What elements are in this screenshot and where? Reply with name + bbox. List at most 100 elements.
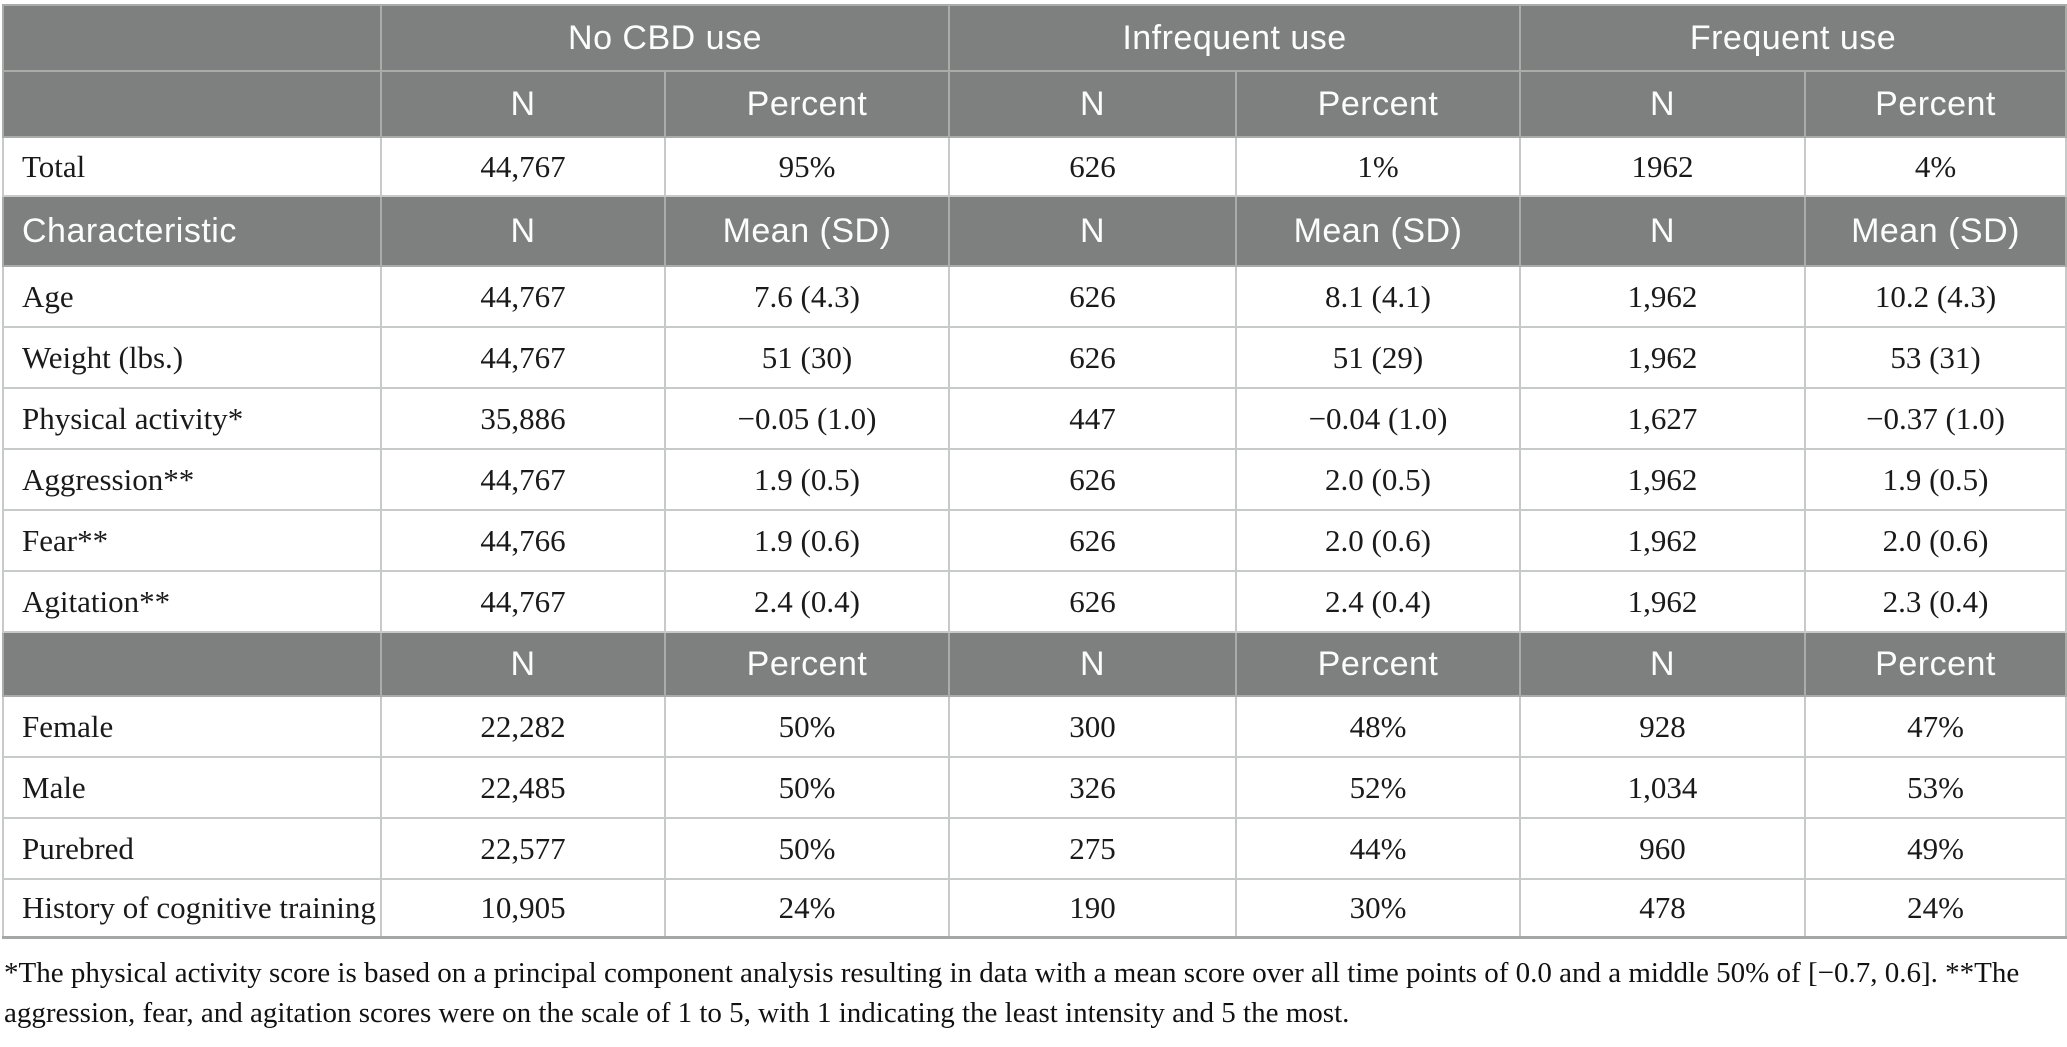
data-cell: 44,767 (380, 570, 666, 633)
data-cell: 960 (1519, 817, 1807, 880)
column-header-n: N (1519, 195, 1807, 267)
data-cell: 478 (1519, 878, 1807, 939)
row-label: Female (2, 695, 382, 758)
demographic-row-purebred: Purebred 22,577 50% 275 44% 960 49% (2, 817, 2067, 880)
column-header-percent: Percent (664, 631, 950, 697)
column-header-n: N (380, 70, 666, 138)
data-cell: 2.0 (0.6) (1234, 509, 1522, 572)
data-cell: 2.0 (0.5) (1234, 448, 1522, 511)
data-cell: 10,905 (380, 878, 666, 939)
data-cell: 44,767 (380, 448, 666, 511)
data-cell: 1,034 (1519, 756, 1807, 819)
data-cell: 22,282 (380, 695, 666, 758)
data-cell: 626 (948, 509, 1237, 572)
characteristic-header-row: Characteristic N Mean (SD) N Mean (SD) N… (2, 195, 2067, 267)
data-cell: 24% (1804, 878, 2067, 939)
data-cell: 928 (1519, 695, 1807, 758)
data-cell: 44% (1234, 817, 1522, 880)
data-cell: 50% (664, 695, 950, 758)
data-cell: 48% (1234, 695, 1522, 758)
row-label: Fear** (2, 509, 382, 572)
data-cell: 626 (948, 136, 1237, 197)
data-cell: 4% (1804, 136, 2067, 197)
blank-header-cell (2, 4, 382, 72)
data-cell: 2.3 (0.4) (1804, 570, 2067, 633)
column-header-percent: Percent (1804, 70, 2067, 138)
data-cell: 2.0 (0.6) (1804, 509, 2067, 572)
data-cell: 51 (30) (664, 326, 950, 389)
data-cell: −0.05 (1.0) (664, 387, 950, 450)
data-cell: 626 (948, 448, 1237, 511)
column-header-percent: Percent (1234, 70, 1522, 138)
data-cell: 50% (664, 756, 950, 819)
data-cell: 1,962 (1519, 570, 1807, 633)
row-label: Weight (lbs.) (2, 326, 382, 389)
column-header-mean-sd: Mean (SD) (1234, 195, 1522, 267)
data-cell: 1.9 (0.5) (664, 448, 950, 511)
data-cell: 53 (31) (1804, 326, 2067, 389)
data-cell: 447 (948, 387, 1237, 450)
data-cell: 22,485 (380, 756, 666, 819)
column-header-percent: Percent (1234, 631, 1522, 697)
data-cell: 24% (664, 878, 950, 939)
data-cell: 95% (664, 136, 950, 197)
characteristic-row-weight: Weight (lbs.) 44,767 51 (30) 626 51 (29)… (2, 326, 2067, 389)
column-header-n: N (948, 70, 1237, 138)
data-cell: 1,627 (1519, 387, 1807, 450)
data-cell: 30% (1234, 878, 1522, 939)
data-cell: 49% (1804, 817, 2067, 880)
count-header-row-bottom: N Percent N Percent N Percent (2, 631, 2067, 697)
column-header-percent: Percent (1804, 631, 2067, 697)
demographic-row-female: Female 22,282 50% 300 48% 928 47% (2, 695, 2067, 758)
characteristic-row-physical-activity: Physical activity* 35,886 −0.05 (1.0) 44… (2, 387, 2067, 450)
data-cell: 50% (664, 817, 950, 880)
blank-header-cell (2, 70, 382, 138)
data-cell: 626 (948, 570, 1237, 633)
group-header-row: No CBD use Infrequent use Frequent use (2, 4, 2067, 72)
data-cell: 2.4 (0.4) (664, 570, 950, 633)
row-label: Age (2, 265, 382, 328)
row-label: Aggression** (2, 448, 382, 511)
data-cell: 47% (1804, 695, 2067, 758)
data-cell: 52% (1234, 756, 1522, 819)
data-cell: 1.9 (0.6) (664, 509, 950, 572)
column-header-n: N (1519, 631, 1807, 697)
characteristic-row-aggression: Aggression** 44,767 1.9 (0.5) 626 2.0 (0… (2, 448, 2067, 511)
data-cell: 1% (1234, 136, 1522, 197)
characteristic-header-label: Characteristic (2, 195, 382, 267)
data-cell: 300 (948, 695, 1237, 758)
data-cell: 190 (948, 878, 1237, 939)
data-cell: 2.4 (0.4) (1234, 570, 1522, 633)
row-label: History of cognitive training (2, 878, 382, 939)
row-label: Agitation** (2, 570, 382, 633)
column-header-n: N (380, 631, 666, 697)
column-header-n: N (1519, 70, 1807, 138)
characteristic-row-fear: Fear** 44,766 1.9 (0.6) 626 2.0 (0.6) 1,… (2, 509, 2067, 572)
data-cell: 10.2 (4.3) (1804, 265, 2067, 328)
column-header-mean-sd: Mean (SD) (664, 195, 950, 267)
group-header-no-cbd-use: No CBD use (380, 4, 950, 72)
column-header-n: N (948, 631, 1237, 697)
column-header-n: N (948, 195, 1237, 267)
data-cell: 35,886 (380, 387, 666, 450)
data-cell: 626 (948, 265, 1237, 328)
data-cell: 51 (29) (1234, 326, 1522, 389)
cbd-characteristics-table: No CBD use Infrequent use Frequent use N… (2, 4, 2067, 939)
row-label: Male (2, 756, 382, 819)
row-label: Total (2, 136, 382, 197)
data-cell: 1,962 (1519, 509, 1807, 572)
data-cell: 8.1 (4.1) (1234, 265, 1522, 328)
data-cell: 326 (948, 756, 1237, 819)
total-row: Total 44,767 95% 626 1% 1962 4% (2, 136, 2067, 197)
data-cell: 1.9 (0.5) (1804, 448, 2067, 511)
column-header-percent: Percent (664, 70, 950, 138)
data-cell: 626 (948, 326, 1237, 389)
data-cell: 275 (948, 817, 1237, 880)
data-cell: 1962 (1519, 136, 1807, 197)
data-cell: −0.04 (1.0) (1234, 387, 1522, 450)
blank-header-cell (2, 631, 382, 697)
row-label: Purebred (2, 817, 382, 880)
demographic-row-male: Male 22,485 50% 326 52% 1,034 53% (2, 756, 2067, 819)
data-cell: 44,767 (380, 326, 666, 389)
group-header-frequent-use: Frequent use (1519, 4, 2067, 72)
